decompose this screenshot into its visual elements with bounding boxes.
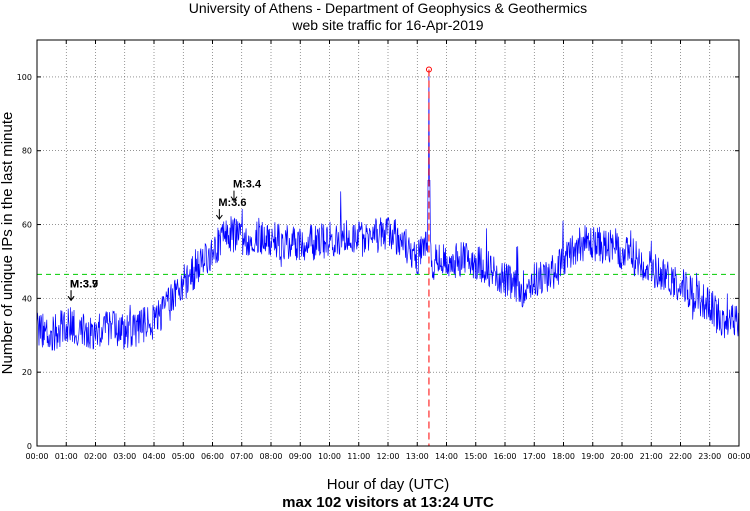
- y-tick-label: 60: [22, 221, 32, 230]
- y-tick-label: 20: [22, 368, 32, 377]
- x-tick-label: 04:00: [142, 452, 165, 461]
- x-tick-label: 23:00: [698, 452, 721, 461]
- x-tick-label: 01:00: [55, 452, 78, 461]
- x-tick-label: 15:00: [464, 452, 487, 461]
- x-tick-label: 22:00: [669, 452, 692, 461]
- x-tick-label: 03:00: [113, 452, 136, 461]
- x-tick-label: 08:00: [259, 452, 282, 461]
- x-tick-label: 16:00: [493, 452, 516, 461]
- y-tick-label: 0: [27, 442, 32, 451]
- x-tick-label: 18:00: [552, 452, 575, 461]
- annotation-label: M:3.4: [233, 179, 262, 191]
- annotation-label: M:3.7: [70, 278, 98, 290]
- chart-subtitle: web site traffic for 16-Apr-2019: [291, 17, 483, 33]
- x-tick-label: 10:00: [318, 452, 341, 461]
- x-tick-label: 02:00: [84, 452, 107, 461]
- x-tick-label: 11:00: [347, 452, 370, 461]
- x-tick-label: 06:00: [201, 452, 224, 461]
- x-tick-label: 07:00: [230, 452, 253, 461]
- x-tick-label: 00:00: [25, 452, 48, 461]
- x-tick-label: 13:00: [406, 452, 429, 461]
- x-axis-label: Hour of day (UTC): [327, 476, 450, 493]
- traffic-chart: M:3.9M:3.7M:3.6M:3.4 00:00 01:00 02:00 03:0…: [0, 0, 750, 511]
- y-axis-label: Number of unique IPs in the last minute: [0, 112, 16, 375]
- y-tick-label: 80: [22, 147, 32, 156]
- x-tick-label: 20:00: [610, 452, 633, 461]
- x-tick-label: 19:00: [581, 452, 604, 461]
- x-tick-label: 12:00: [376, 452, 399, 461]
- chart-title: University of Athens - Department of Geo…: [189, 0, 587, 16]
- x-tick-label: 09:00: [289, 452, 312, 461]
- x-tick-label: 21:00: [640, 452, 663, 461]
- x-tick-label: 00:00: [727, 452, 750, 461]
- x-tick-label: 17:00: [523, 452, 546, 461]
- chart-footer: max 102 visitors at 13:24 UTC: [282, 494, 494, 511]
- y-tick-label: 40: [22, 294, 32, 303]
- y-tick-label: 100: [17, 73, 32, 82]
- x-tick-label: 05:00: [172, 452, 195, 461]
- x-tick-label: 14:00: [435, 452, 458, 461]
